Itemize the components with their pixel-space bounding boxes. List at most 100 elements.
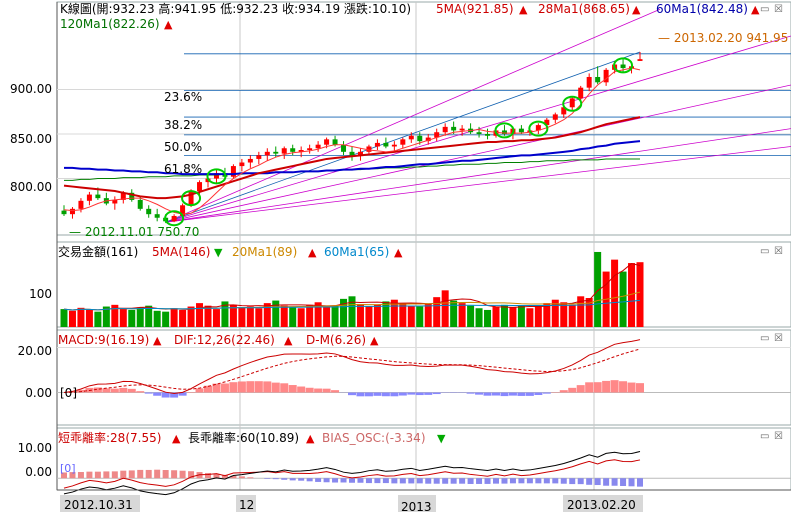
bias-osc-bar (612, 478, 618, 486)
x-label-2013: 2013 (401, 500, 432, 514)
macd-histogram-bar (517, 393, 525, 396)
volume-bar (560, 302, 567, 327)
candle (350, 152, 355, 156)
macd-histogram-bar (314, 389, 322, 393)
bias-osc-bar (154, 470, 160, 479)
candle (519, 129, 524, 133)
macd-histogram-bar (484, 393, 492, 396)
bias-osc-bar (510, 478, 516, 483)
bias-osc-bar (137, 470, 143, 478)
volume-bar (467, 306, 474, 327)
restore-icon[interactable]: ▭ (760, 246, 769, 257)
macd-histogram-bar (560, 390, 568, 392)
ma5-legend: 5MA(921.85) (436, 2, 514, 16)
bias-osc-bar (383, 478, 389, 483)
volume-bar (196, 303, 203, 327)
bias-ytick-10: 10.00 (18, 441, 52, 455)
bias-osc-bar (552, 478, 558, 483)
candle (62, 211, 67, 215)
candle (638, 59, 643, 61)
volume-bar (459, 303, 466, 327)
volume-bar (637, 262, 644, 327)
volume-bar (137, 307, 144, 327)
macd-histogram-bar (229, 382, 237, 392)
bias-osc-bar (561, 478, 567, 484)
macd-histogram-bar (128, 389, 136, 393)
macd-legend: MACD:9(16.19) (58, 333, 149, 347)
candle (87, 195, 92, 201)
vol-ma20-legend: 20Ma1(89) (232, 245, 297, 259)
close-icon[interactable]: ☒ (774, 431, 783, 442)
macd-up-arrow-icon: ▲ (153, 334, 162, 347)
bias-osc-bar (264, 478, 270, 479)
candle (70, 209, 75, 214)
bias-osc-bar (620, 478, 626, 486)
bias-osc-bar (357, 478, 363, 483)
bias-osc-bar (586, 478, 592, 485)
macd-histogram-bar (102, 388, 110, 392)
macd-histogram-bar (153, 393, 161, 396)
candle (265, 152, 270, 156)
volume-bar (272, 301, 279, 327)
price-ytick-850: 850.00 (10, 132, 52, 146)
bias-osc-bar (95, 472, 101, 479)
bias-osc-bar (349, 478, 355, 483)
bias-osc-bar (180, 471, 186, 478)
macd-histogram-bar (297, 387, 305, 393)
bias-osc-bar (273, 478, 279, 479)
macd-histogram-bar (272, 383, 280, 393)
bias-osc-bar (485, 478, 491, 484)
macd-histogram-bar (509, 393, 517, 396)
candle (239, 163, 244, 167)
volume-bar (61, 309, 68, 327)
macd-histogram-bar (475, 393, 483, 395)
candle (341, 145, 346, 152)
bias-osc-bar (374, 478, 380, 483)
macd-histogram-bar (577, 385, 585, 392)
macd-histogram-bar (407, 393, 415, 395)
bias-osc-bar (205, 473, 211, 478)
bias-osc-bar (332, 478, 338, 482)
macd-histogram-bar (399, 393, 407, 396)
candle (172, 216, 177, 221)
bias-short-up-arrow-icon: ▲ (172, 432, 181, 445)
macd-histogram-bar (119, 388, 127, 393)
macd-histogram-bar (500, 393, 508, 397)
candle (256, 155, 261, 159)
vol-ma20-up-arrow-icon: ▲ (308, 246, 317, 259)
volume-bar (94, 312, 101, 327)
ma28-up-arrow-icon: ▲ (632, 3, 641, 16)
bias-osc-bar (239, 476, 245, 478)
bias-osc-bar (112, 471, 118, 478)
bias-osc-bar (315, 478, 321, 482)
macd-histogram-bar (306, 388, 314, 393)
bias-osc-bar (129, 470, 135, 478)
vol-ma60-legend: 60Ma1(65) (324, 245, 389, 259)
volume-bar (332, 306, 339, 327)
macd-histogram-bar (382, 393, 390, 397)
volume-bar (476, 308, 483, 327)
candle (595, 77, 600, 82)
bias-osc-down-arrow-icon: ▼ (437, 432, 446, 445)
macd-panel[interactable] (57, 330, 791, 425)
bias-osc-bar (163, 470, 169, 478)
close-icon[interactable]: ☒ (774, 4, 783, 15)
bias-osc-bar (408, 478, 414, 483)
restore-icon[interactable]: ▭ (760, 4, 769, 15)
restore-icon[interactable]: ▭ (760, 431, 769, 442)
ma60-up-arrow-icon: ▲ (751, 3, 760, 16)
high-annotation: — 2013.02.20 941.95 (658, 31, 788, 45)
bias-long-up-arrow-icon: ▲ (306, 432, 315, 445)
candle (273, 152, 278, 154)
volume-bar (255, 308, 262, 327)
macd-histogram-bar (221, 383, 229, 392)
close-icon[interactable]: ☒ (774, 246, 783, 257)
volume-bar (382, 301, 389, 327)
bias-osc-bar (493, 478, 499, 483)
volume-bar (289, 307, 296, 327)
restore-icon[interactable]: ▭ (760, 333, 769, 344)
bias-osc-bar (281, 478, 287, 480)
close-icon[interactable]: ☒ (774, 333, 783, 344)
candle (316, 145, 321, 149)
